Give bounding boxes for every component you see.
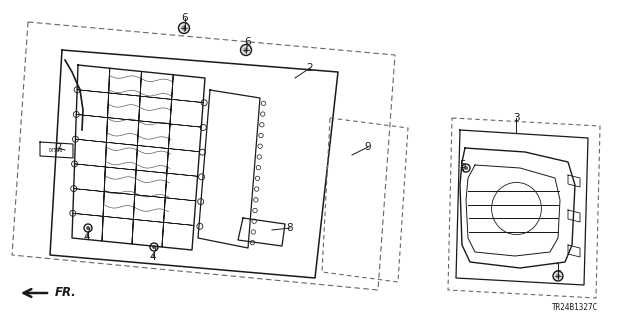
Text: 6: 6 xyxy=(182,13,188,23)
Circle shape xyxy=(152,245,156,249)
Circle shape xyxy=(86,226,90,230)
Circle shape xyxy=(556,274,560,278)
Circle shape xyxy=(553,271,563,281)
Text: 2: 2 xyxy=(307,63,314,73)
Text: TR24B1327C: TR24B1327C xyxy=(552,303,598,313)
Circle shape xyxy=(182,26,186,30)
Text: 07500: 07500 xyxy=(49,148,63,153)
Circle shape xyxy=(179,22,189,34)
Text: 7: 7 xyxy=(54,143,61,153)
Text: 4: 4 xyxy=(150,252,156,262)
Text: 1: 1 xyxy=(555,263,561,273)
Text: FR.: FR. xyxy=(55,286,77,300)
Text: 5: 5 xyxy=(459,160,465,170)
Text: 9: 9 xyxy=(365,142,371,152)
Text: 6: 6 xyxy=(244,37,252,47)
Circle shape xyxy=(241,44,252,55)
Text: 3: 3 xyxy=(513,113,519,123)
Text: 8: 8 xyxy=(287,223,293,233)
Text: 4: 4 xyxy=(84,232,90,242)
Circle shape xyxy=(464,166,468,170)
Circle shape xyxy=(244,48,248,52)
